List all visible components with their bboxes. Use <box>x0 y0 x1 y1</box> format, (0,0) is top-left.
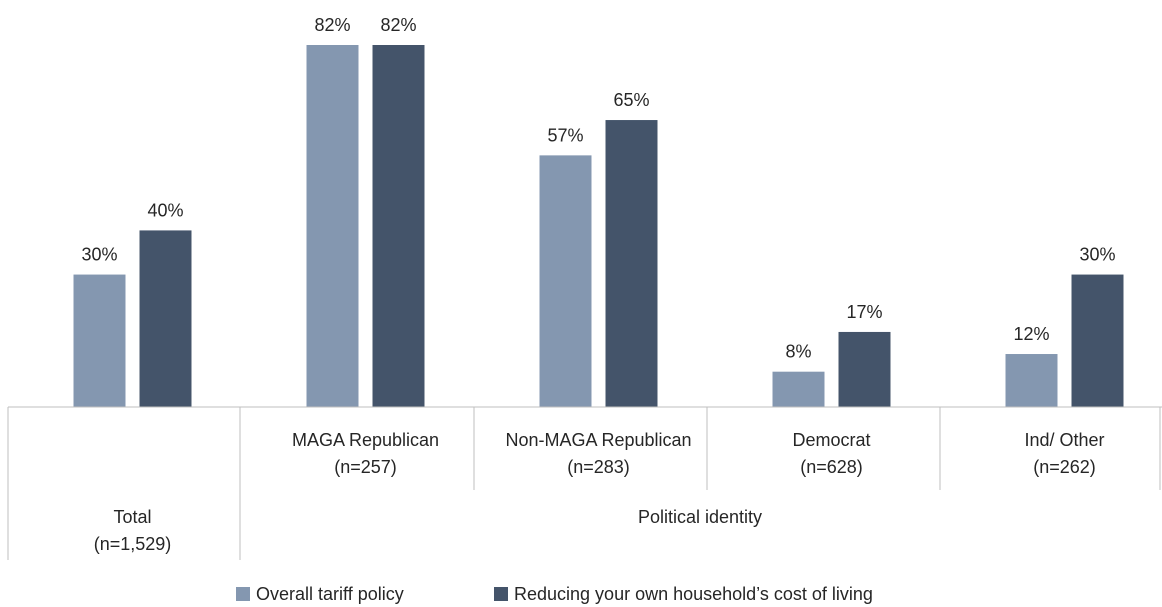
bar-overall-tariff-policy-2 <box>539 155 592 407</box>
bar-overall-tariff-policy-0 <box>73 274 126 407</box>
category-label: Total <box>113 507 151 527</box>
category-label: (n=262) <box>1033 457 1096 477</box>
category-label: (n=257) <box>334 457 397 477</box>
data-label: 12% <box>1013 324 1049 344</box>
category-label: Non-MAGA Republican <box>505 430 691 450</box>
data-label: 57% <box>547 125 583 145</box>
data-label: 8% <box>785 342 811 362</box>
data-label: 17% <box>846 302 882 322</box>
category-label: Democrat <box>792 430 870 450</box>
category-label: (n=283) <box>567 457 630 477</box>
data-label: 65% <box>613 90 649 110</box>
legend-entry: Overall tariff policy <box>256 584 404 604</box>
bar-overall-tariff-policy-1 <box>306 45 359 407</box>
bar-household-cost-of-living-3 <box>838 331 891 407</box>
bar-household-cost-of-living-4 <box>1071 274 1124 407</box>
group-label: Political identity <box>638 507 762 527</box>
category-axis <box>7 406 1162 560</box>
legend-swatch <box>236 587 250 601</box>
bar-overall-tariff-policy-4 <box>1005 354 1058 407</box>
bars-layer <box>73 45 1124 408</box>
legend-swatch <box>494 587 508 601</box>
bar-household-cost-of-living-1 <box>372 45 425 407</box>
bar-household-cost-of-living-0 <box>139 230 192 407</box>
category-label: Ind/ Other <box>1024 430 1104 450</box>
legend: Overall tariff policy Reducing your own h… <box>236 584 873 604</box>
legend-entry: Reducing your own household’s cost of li… <box>514 584 873 604</box>
data-label: 40% <box>147 200 183 220</box>
category-label: (n=628) <box>800 457 863 477</box>
category-label: (n=1,529) <box>94 534 172 554</box>
data-label: 30% <box>81 245 117 265</box>
data-label: 82% <box>380 15 416 35</box>
category-label: MAGA Republican <box>292 430 439 450</box>
data-label: 30% <box>1079 245 1115 265</box>
bar-household-cost-of-living-2 <box>605 120 658 408</box>
category-labels-layer: Total (n=1,529) MAGA Republican (n=257) Non-… <box>94 430 1105 554</box>
bar-overall-tariff-policy-3 <box>772 371 825 407</box>
data-label: 82% <box>314 15 350 35</box>
value-labels-layer: 30% 40% 82% 82% 57% 65% 8% 17% 12% 30% <box>81 15 1115 362</box>
